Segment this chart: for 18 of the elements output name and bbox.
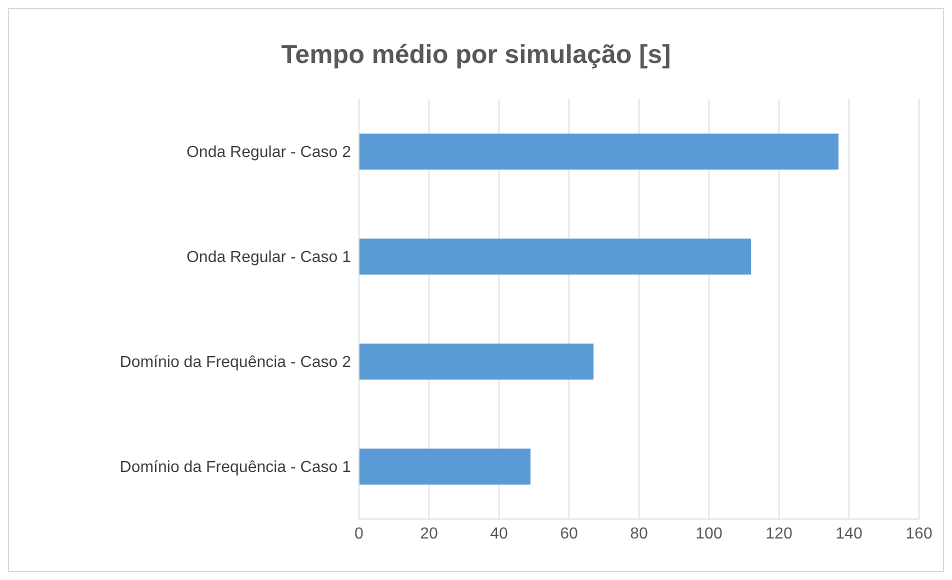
bar <box>359 344 594 380</box>
bar <box>359 134 838 170</box>
x-tick-label: 0 <box>354 525 364 542</box>
x-tick-label: 160 <box>906 525 932 542</box>
y-tick-label: Onda Regular - Caso 1 <box>186 249 352 266</box>
y-tick-label: Domínio da Frequência - Caso 1 <box>120 459 352 476</box>
x-tick-label: 80 <box>630 525 648 542</box>
x-tick-label: 20 <box>420 525 438 542</box>
x-tick-label: 120 <box>766 525 792 542</box>
y-tick-label: Domínio da Frequência - Caso 2 <box>120 354 352 372</box>
x-tick-label: 40 <box>490 525 508 542</box>
bar <box>359 448 530 485</box>
x-tick-label: 60 <box>560 525 578 542</box>
x-tick-label: 140 <box>836 525 862 542</box>
bar <box>359 238 751 275</box>
y-tick-label: Onda Regular - Caso 2 <box>186 144 352 162</box>
x-tick-label: 100 <box>696 525 722 542</box>
chart-title: Tempo médio por simulação [s] <box>280 38 672 69</box>
